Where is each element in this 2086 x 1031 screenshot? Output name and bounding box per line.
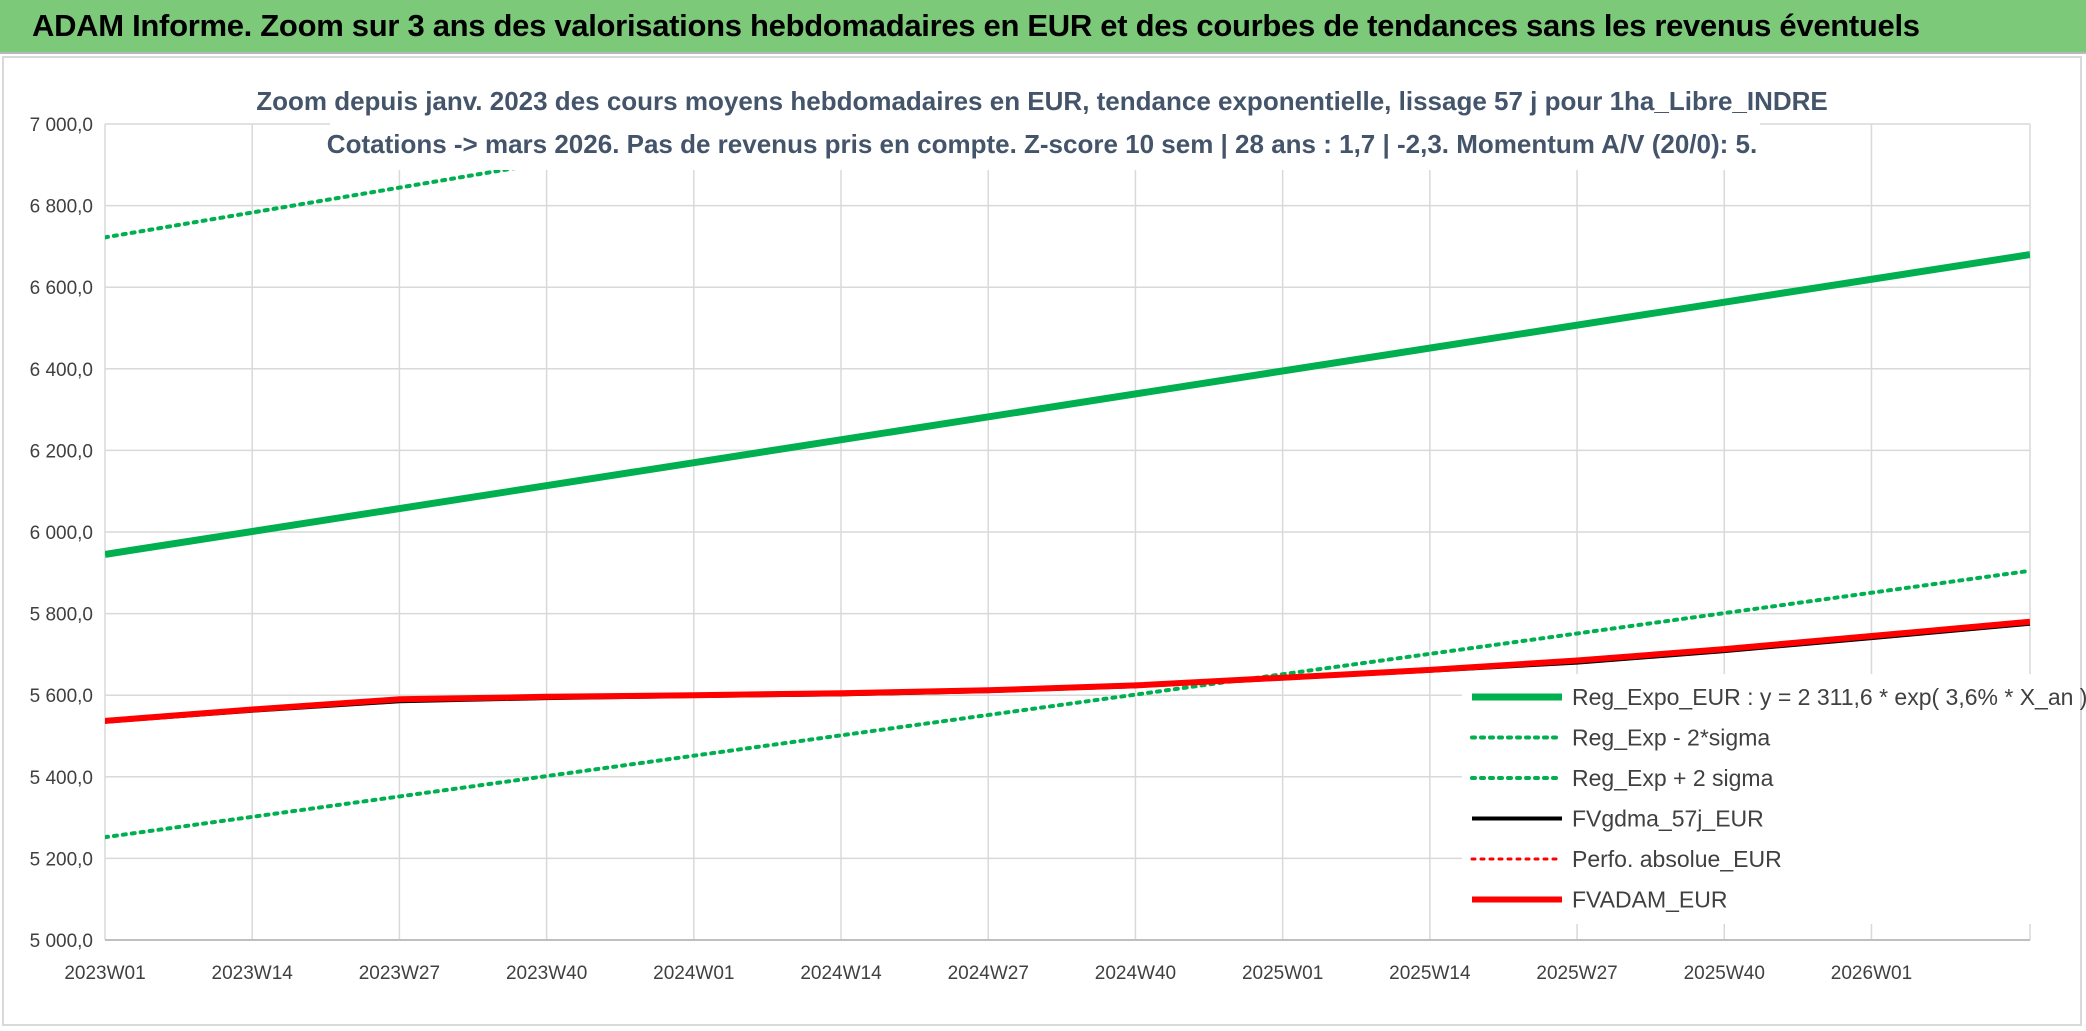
title-background — [330, 78, 1760, 170]
y-tick-label: 6 200,0 — [30, 441, 93, 462]
x-tick-label: 2023W01 — [64, 963, 145, 984]
series-line-0 — [105, 251, 2030, 558]
x-tick-label: 2025W40 — [1684, 963, 1765, 984]
y-tick-label: 5 600,0 — [30, 686, 93, 707]
axis-labels: 7 000,0 6 800,0 6 600,0 6 400,0 6 200,0 6 000… — [30, 115, 1913, 984]
series-line-1 — [105, 568, 2030, 840]
y-tick-label: 6 600,0 — [30, 278, 93, 299]
y-tick-label: 5 200,0 — [30, 849, 93, 870]
x-tick-label: 2026W01 — [1831, 963, 1912, 984]
x-tick-label: 2025W27 — [1536, 963, 1617, 984]
legend-entry: FVgdma_57j_EUR — [1572, 806, 1764, 832]
chart-title: Zoom depuis janv. 2023 des cours moyens … — [256, 86, 1828, 116]
legend-entry: FVADAM_EUR — [1572, 887, 1728, 913]
report-title: ADAM Informe. Zoom sur 3 ans des valoris… — [32, 8, 1920, 43]
y-tick-label: 7 000,0 — [30, 115, 93, 136]
x-tick-label: 2024W14 — [800, 963, 882, 984]
x-tick-label: 2024W40 — [1095, 963, 1176, 984]
chart-frame — [2, 56, 2082, 1026]
report-banner: ADAM Informe. Zoom sur 3 ans des valoris… — [0, 0, 2086, 54]
x-tick-label: 2023W27 — [359, 963, 440, 984]
legend-background — [1462, 674, 2042, 924]
legend-entry: Perfo. absolue_EUR — [1572, 846, 1782, 872]
y-tick-label: 6 000,0 — [30, 523, 93, 544]
legend: Reg_Expo_EUR : y = 2 311,6 * exp( 3,6% *… — [1462, 674, 2086, 924]
legend-entry: Reg_Exp + 2 sigma — [1572, 765, 1774, 791]
y-tick-label: 5 000,0 — [30, 931, 93, 952]
y-tick-label: 6 800,0 — [30, 197, 93, 218]
legend-entry: Reg_Exp - 2*sigma — [1572, 725, 1770, 751]
series-line-5 — [105, 618, 2030, 724]
y-tick-label: 6 400,0 — [30, 360, 93, 381]
y-tick-label: 5 400,0 — [30, 768, 93, 789]
x-tick-label: 2025W14 — [1389, 963, 1471, 984]
legend-entry: Reg_Expo_EUR : y = 2 311,6 * exp( 3,6% *… — [1572, 684, 2086, 710]
chart-titles: Zoom depuis janv. 2023 des cours moyens … — [256, 78, 1828, 170]
x-tick-label: 2024W01 — [653, 963, 734, 984]
x-tick-label: 2024W27 — [948, 963, 1029, 984]
series-layer — [105, 124, 2030, 840]
chart-subtitle: Cotations -> mars 2026. Pas de revenus p… — [327, 129, 1757, 159]
series-line-2 — [105, 124, 788, 240]
y-tick-label: 5 800,0 — [30, 605, 93, 626]
x-tick-label: 2023W40 — [506, 963, 587, 984]
x-tick-label: 2025W01 — [1242, 963, 1323, 984]
x-tick-label: 2023W14 — [212, 963, 294, 984]
